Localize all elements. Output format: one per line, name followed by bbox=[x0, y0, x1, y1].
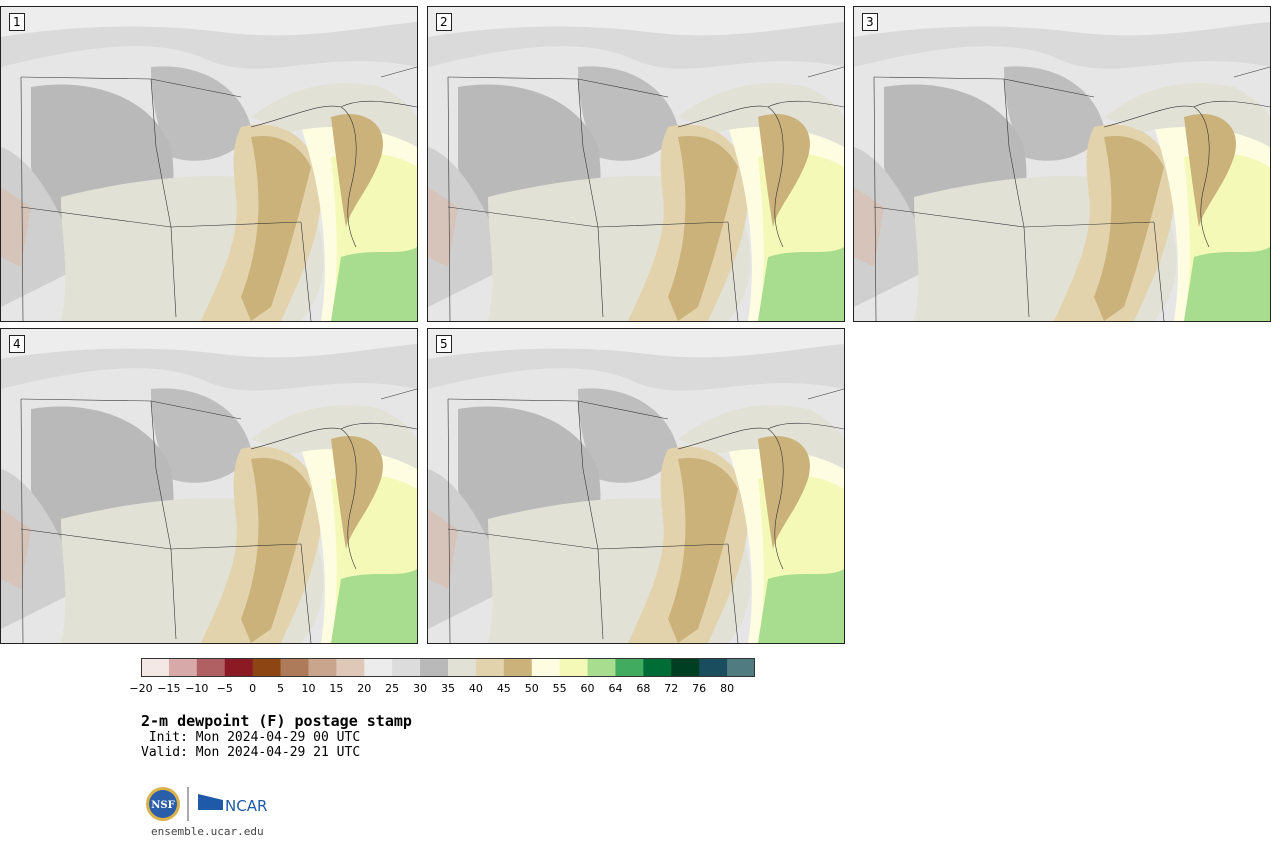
colorbar-swatch bbox=[475, 658, 505, 677]
colorbar-swatch bbox=[671, 658, 700, 677]
map-panel-1: 1 bbox=[0, 6, 418, 322]
map-panel-5: 5 bbox=[427, 328, 845, 644]
colorbar-tick-label: 20 bbox=[357, 682, 372, 695]
colorbar-swatch bbox=[308, 658, 337, 677]
colorbar-swatch bbox=[727, 658, 755, 677]
colorbar-tick-label: −20 bbox=[129, 682, 153, 695]
nsf-logo-icon: NSF bbox=[146, 787, 180, 821]
colorbar-tick-label: 40 bbox=[468, 682, 483, 695]
svg-text:NCAR: NCAR bbox=[225, 797, 267, 815]
logos: NSF NCAR bbox=[146, 787, 267, 821]
colorbar-tick-label: 10 bbox=[301, 682, 316, 695]
panel-label: 1 bbox=[9, 13, 25, 31]
map-panel-3: 3 bbox=[853, 6, 1271, 322]
colorbar-tick-label: 50 bbox=[524, 682, 539, 695]
colorbar-tick-label: 25 bbox=[385, 682, 400, 695]
panel-label: 4 bbox=[9, 335, 25, 353]
colorbar-tick-label: −5 bbox=[216, 682, 233, 695]
colorbar-swatch bbox=[196, 658, 226, 677]
colorbar-swatch bbox=[448, 658, 477, 677]
ncar-logo-icon: NCAR bbox=[198, 794, 267, 815]
colorbar-swatch bbox=[141, 658, 170, 677]
colorbar-tick-label: 72 bbox=[664, 682, 679, 695]
colorbar-tick-label: 15 bbox=[329, 682, 344, 695]
colorbar-tick-label: −10 bbox=[185, 682, 209, 695]
colorbar-tick-label: 45 bbox=[496, 682, 511, 695]
site-url: ensemble.ucar.edu bbox=[151, 825, 264, 838]
panel-label: 2 bbox=[436, 13, 452, 31]
colorbar-tick-label: 76 bbox=[692, 682, 707, 695]
colorbar-tick-label: 60 bbox=[580, 682, 595, 695]
map-panel-4: 4 bbox=[0, 328, 418, 644]
colorbar bbox=[141, 658, 755, 677]
colorbar-swatch bbox=[420, 658, 449, 677]
colorbar-swatch bbox=[559, 658, 589, 677]
colorbar-tick-label: 5 bbox=[277, 682, 285, 695]
colorbar-tick-label: 64 bbox=[608, 682, 623, 695]
colorbar-swatch bbox=[252, 658, 282, 677]
colorbar-swatch bbox=[503, 658, 533, 677]
map-title: 2-m dewpoint (F) postage stamp bbox=[141, 712, 412, 730]
init-time: Init: Mon 2024-04-29 00 UTC bbox=[141, 730, 361, 745]
colorbar-tick-label: −15 bbox=[157, 682, 181, 695]
colorbar-swatch bbox=[587, 658, 616, 677]
svg-text:NSF: NSF bbox=[151, 800, 174, 811]
colorbar-tick-label: 30 bbox=[413, 682, 428, 695]
colorbar-swatch bbox=[531, 658, 561, 677]
map-panel-2: 2 bbox=[427, 6, 845, 322]
panel-label: 5 bbox=[436, 335, 452, 353]
colorbar-swatch bbox=[336, 658, 365, 677]
colorbar-swatch bbox=[615, 658, 644, 677]
colorbar-swatch bbox=[364, 658, 393, 677]
colorbar-tick-label: 55 bbox=[552, 682, 567, 695]
colorbar-tick-labels: −20 −15 −10 −5 0 5 10 15 20 25 30 35 40 45 50 55 60 64 68 7… bbox=[129, 682, 761, 696]
colorbar-swatch bbox=[168, 658, 198, 677]
colorbar-swatch bbox=[392, 658, 421, 677]
panel-label: 3 bbox=[862, 13, 878, 31]
colorbar-swatch bbox=[699, 658, 728, 677]
valid-time: Valid: Mon 2024-04-29 21 UTC bbox=[141, 745, 361, 760]
colorbar-swatch bbox=[280, 658, 309, 677]
colorbar-tick-label: 0 bbox=[249, 682, 257, 695]
colorbar-swatch bbox=[643, 658, 672, 677]
colorbar-swatch bbox=[224, 658, 254, 677]
colorbar-tick-label: 68 bbox=[636, 682, 651, 695]
colorbar-tick-label: 80 bbox=[720, 682, 735, 695]
colorbar-tick-label: 35 bbox=[441, 682, 455, 695]
